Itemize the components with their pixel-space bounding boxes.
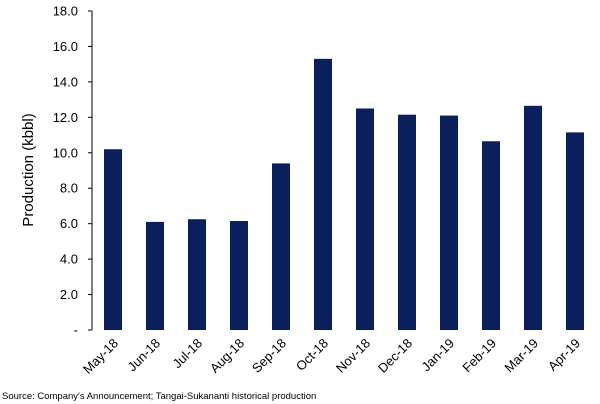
source-note: Source: Company's Announcement; Tangai-S… — [2, 391, 316, 402]
x-tick-label: Jun-18 — [124, 336, 163, 375]
y-tick-label: 2.0 — [60, 287, 78, 302]
bar-feb-19 — [482, 141, 500, 330]
y-tick-label: 10.0 — [53, 145, 78, 160]
bar-aug-18 — [230, 221, 248, 330]
x-tick-label: Jul-18 — [169, 336, 205, 372]
bar-dec-18 — [398, 114, 416, 330]
bar-jan-19 — [440, 115, 458, 330]
y-tick-label: 4.0 — [60, 252, 78, 267]
y-tick-label: 8.0 — [60, 181, 78, 196]
x-tick-label: Apr-19 — [545, 336, 583, 374]
y-tick-label: 18.0 — [53, 4, 78, 19]
x-tick-label: Feb-19 — [459, 336, 499, 376]
bar-oct-18 — [314, 58, 332, 330]
x-tick-label: Aug-18 — [207, 336, 247, 376]
bar-jun-18 — [146, 221, 164, 330]
bar-nov-18 — [356, 108, 374, 330]
x-tick-label: May-18 — [80, 336, 121, 377]
bar-apr-19 — [566, 132, 584, 330]
y-tick-label: 16.0 — [53, 39, 78, 54]
x-tick-label: Oct-18 — [293, 336, 331, 374]
y-tick-label: 14.0 — [53, 74, 78, 89]
y-tick-label: 12.0 — [53, 110, 78, 125]
bar-may-18 — [104, 149, 122, 330]
x-tick-label: Nov-18 — [333, 336, 373, 376]
x-tick-label: Sep-18 — [249, 336, 289, 376]
x-tick-label: Dec-18 — [375, 336, 415, 376]
x-axis-ticks: May-18 Jun-18 Jul-18 Aug-18 Sep-18 Oct-18 Nov-… — [80, 336, 583, 377]
y-axis-label: Production (kbbl) — [20, 113, 37, 226]
x-tick-label: Jan-19 — [418, 336, 457, 375]
bar-mar-19 — [524, 105, 542, 330]
bars-group — [104, 58, 584, 330]
bar-sep-18 — [272, 163, 290, 330]
x-tick-label: Mar-19 — [501, 336, 541, 376]
y-axis-ticks: - 2.0 4.0 6.0 8.0 10.0 12.0 14.0 16.0 18.0 — [53, 4, 92, 338]
y-tick-label: 6.0 — [60, 216, 78, 231]
bar-jul-18 — [188, 219, 206, 330]
y-tick-label: - — [74, 323, 78, 338]
